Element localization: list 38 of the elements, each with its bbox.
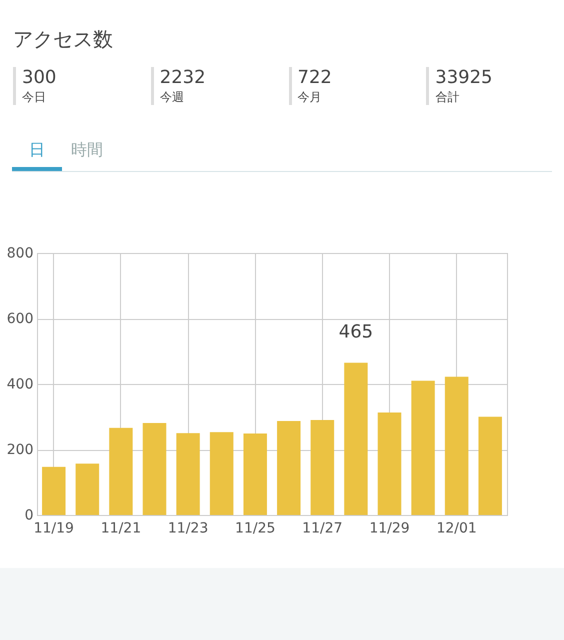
text: アクセス数 (13, 26, 114, 53)
bar (277, 421, 301, 515)
text: 300 (22, 67, 58, 89)
text: 日 (12, 135, 62, 171)
bar (310, 420, 334, 515)
bar (344, 362, 368, 515)
x-tick-label: 12/01 (436, 520, 477, 536)
bar (478, 416, 502, 515)
bar (444, 376, 468, 515)
y-tick-label: 200 (6, 442, 34, 458)
bar (42, 466, 66, 515)
bar (378, 412, 402, 515)
text: 今月 (298, 89, 322, 105)
bar (142, 422, 166, 515)
x-tick-label: 11/21 (100, 520, 142, 536)
text: 2232 (160, 67, 207, 89)
text: 合計 (435, 89, 460, 105)
x-tick-label: 11/27 (302, 520, 343, 536)
text: 今日 (22, 89, 47, 105)
x-tick-label: 11/25 (235, 520, 276, 536)
y-tick-label: 0 (24, 508, 34, 524)
text: 722 (298, 67, 333, 89)
text: 今週 (160, 89, 185, 105)
bar (210, 432, 234, 515)
x-tick-label: 11/29 (369, 520, 410, 536)
bar (243, 433, 267, 515)
bar (411, 380, 435, 515)
y-tick-label: 600 (6, 311, 34, 327)
y-tick-label: 400 (6, 376, 34, 392)
bar (176, 433, 200, 515)
bar (109, 428, 133, 515)
bar (76, 464, 100, 515)
data-label: 465 (338, 322, 374, 343)
x-tick-label: 11/23 (168, 520, 208, 536)
text: 33925 (435, 67, 494, 89)
x-tick-label: 11/19 (34, 520, 74, 536)
text: 時間 (70, 139, 104, 161)
y-tick-label: 800 (6, 246, 34, 262)
